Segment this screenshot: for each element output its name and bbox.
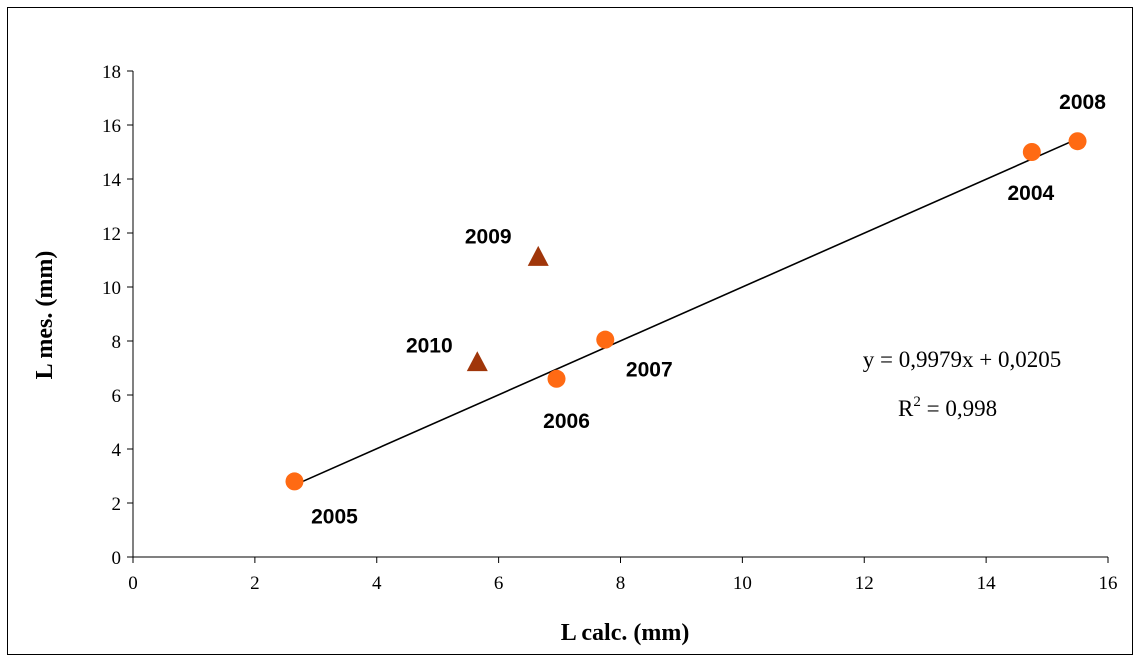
y-tick-label: 4 xyxy=(112,440,122,461)
chart-frame xyxy=(7,7,1133,655)
trendline-layer xyxy=(294,138,1078,486)
y-tick-label: 6 xyxy=(112,386,122,407)
label-2008: 2008 xyxy=(1059,91,1106,114)
y-tick-label: 2 xyxy=(112,494,122,515)
r-squared-letter: R xyxy=(898,396,914,421)
x-axis-title: L calc. (mm) xyxy=(561,620,690,646)
x-tick-label: 16 xyxy=(1099,573,1118,594)
trendline xyxy=(294,138,1078,486)
x-tick-label: 6 xyxy=(494,573,504,594)
point-2006 xyxy=(547,369,566,388)
x-tick-label: 4 xyxy=(372,573,382,594)
x-tick-label: 12 xyxy=(855,573,874,594)
x-tick-label: 14 xyxy=(977,573,997,594)
x-tick-label: 10 xyxy=(733,573,752,594)
x-tick-label: 0 xyxy=(128,573,138,594)
point-2009 xyxy=(527,245,549,266)
point-labels: 2004 2005 2006 2007 2008 2009 2010 xyxy=(311,91,1106,528)
label-2007: 2007 xyxy=(626,359,673,382)
x-tick-label: 8 xyxy=(616,573,626,594)
y-tick-label: 12 xyxy=(102,224,121,245)
point-2007 xyxy=(596,330,615,349)
data-points xyxy=(285,132,1087,491)
y-axis-title: L mes. (mm) xyxy=(32,251,58,380)
y-tick-label: 18 xyxy=(102,62,121,83)
y-tick-label: 14 xyxy=(102,170,122,191)
point-2010 xyxy=(466,351,488,372)
trendline-equation: y = 0,9979x + 0,0205 xyxy=(863,347,1061,372)
trendline-r-squared: R2 = 0,998 xyxy=(898,394,997,421)
point-2004 xyxy=(1022,143,1041,161)
point-2005 xyxy=(285,472,304,491)
label-2004: 2004 xyxy=(1007,182,1054,205)
label-2006: 2006 xyxy=(543,410,590,433)
y-tick-label: 8 xyxy=(112,332,122,353)
y-tick-label: 16 xyxy=(102,116,121,137)
x-tick-label: 2 xyxy=(250,573,260,594)
label-2009: 2009 xyxy=(465,225,512,248)
y-tick-label: 10 xyxy=(102,278,121,299)
point-2008 xyxy=(1068,132,1087,151)
label-2010: 2010 xyxy=(406,335,453,358)
axes: 0 2 4 6 8 10 12 14 16 0 2 4 6 8 10 12 14 16 18 xyxy=(102,62,1118,594)
r-squared-superscript: 2 xyxy=(913,394,921,410)
label-2005: 2005 xyxy=(311,505,358,528)
r-squared-value: = 0,998 xyxy=(921,396,997,421)
y-tick-label: 0 xyxy=(112,548,122,569)
